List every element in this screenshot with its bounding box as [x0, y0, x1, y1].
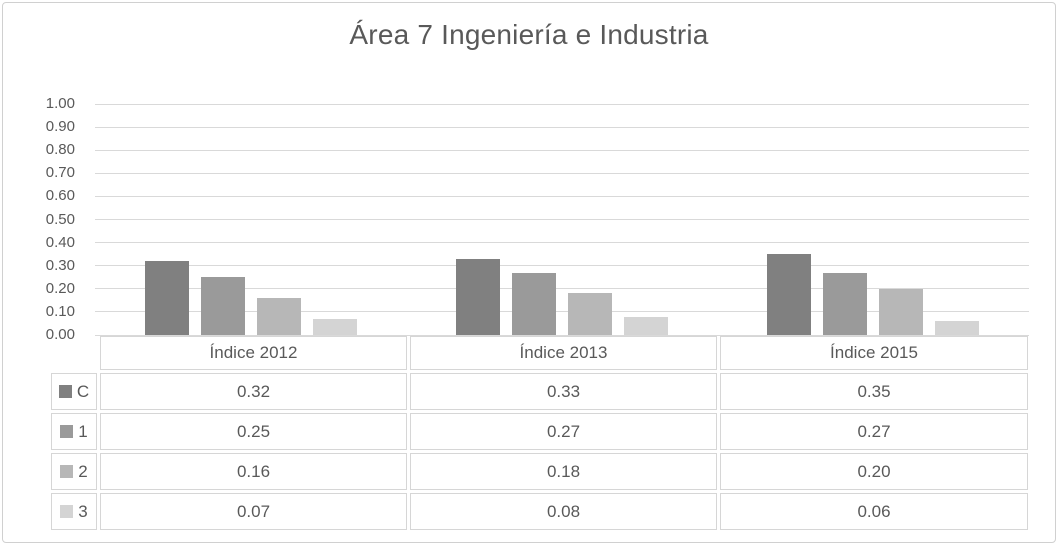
bar-1-índice-2012: [201, 277, 245, 335]
gridline: [95, 288, 1029, 290]
bar-1-índice-2013: [512, 273, 556, 335]
series-2-swatch-icon: [60, 465, 74, 478]
y-axis-tick-label: 0.00: [45, 326, 75, 343]
gridline: [95, 334, 1029, 336]
y-axis-tick-label: 0.20: [45, 279, 75, 297]
bar-2-índice-2015: [879, 289, 923, 335]
table-header-indice-2012: Índice 2012: [100, 336, 407, 370]
table-header-indice-2015: Índice 2015: [720, 336, 1028, 370]
table-value-c-2015: 0.35: [720, 373, 1028, 410]
gridline: [95, 149, 1029, 151]
series-2-label: 2: [78, 461, 88, 481]
table-value-3-2015: 0.06: [720, 493, 1028, 530]
table-value-c-2013: 0.33: [410, 373, 717, 410]
gridline: [95, 103, 1029, 105]
bar-3-índice-2015: [935, 321, 979, 335]
y-axis-tick-label: 0.50: [45, 210, 75, 228]
series-1-swatch-icon: [60, 425, 74, 438]
y-axis-tick-label: 0.90: [45, 118, 75, 136]
y-axis-tick-label: 0.80: [45, 141, 75, 159]
table-value-1-2013: 0.27: [410, 413, 717, 450]
y-axis-tick-label: 0.40: [45, 233, 75, 251]
series-c-swatch-icon: [58, 385, 72, 398]
bar-1-índice-2015: [823, 273, 867, 335]
y-axis-tick-label: 0.30: [45, 256, 75, 274]
legend-item-1: 1: [51, 413, 97, 450]
series-c-label: C: [76, 381, 90, 401]
series-1-label: 1: [78, 421, 88, 441]
legend-item-3: 3: [51, 493, 97, 530]
y-axis-tick-label: 0.70: [45, 164, 75, 182]
gridline: [95, 195, 1029, 197]
gridline: [95, 265, 1029, 267]
data-table: Índice 2012 Índice 2013 Índice 2015 C 0.…: [51, 336, 1028, 530]
bar-3-índice-2013: [624, 317, 668, 335]
gridline: [95, 242, 1029, 244]
bar-3-índice-2012: [313, 319, 357, 335]
table-value-3-2012: 0.07: [100, 493, 407, 530]
chart-title: Área 7 Ingeniería e Industria: [349, 19, 709, 50]
y-axis-tick-label: 1.00: [45, 95, 75, 112]
table-value-2-2012: 0.16: [100, 453, 407, 490]
table-value-2-2015: 0.20: [720, 453, 1028, 490]
bar-2-índice-2013: [568, 293, 612, 335]
bar-c-índice-2012: [145, 261, 189, 335]
table-value-1-2015: 0.27: [720, 413, 1028, 450]
gridline: [95, 311, 1029, 313]
table-value-c-2012: 0.32: [100, 373, 407, 410]
table-value-2-2013: 0.18: [410, 453, 717, 490]
gridline: [95, 172, 1029, 174]
bar-2-índice-2012: [257, 298, 301, 335]
series-3-label: 3: [78, 501, 88, 521]
y-axis-tick-label: 0.10: [45, 302, 75, 320]
series-3-swatch-icon: [60, 505, 74, 518]
y-axis-tick-label: 0.60: [45, 187, 75, 205]
table-value-1-2012: 0.25: [100, 413, 407, 450]
gridline: [95, 219, 1029, 220]
legend-item-2: 2: [51, 453, 97, 490]
table-header-indice-2013: Índice 2013: [410, 336, 717, 370]
bar-c-índice-2015: [767, 254, 811, 335]
table-value-3-2013: 0.08: [410, 493, 717, 530]
bar-c-índice-2013: [456, 259, 500, 335]
legend-item-c: C: [51, 373, 97, 410]
gridline: [95, 126, 1029, 128]
